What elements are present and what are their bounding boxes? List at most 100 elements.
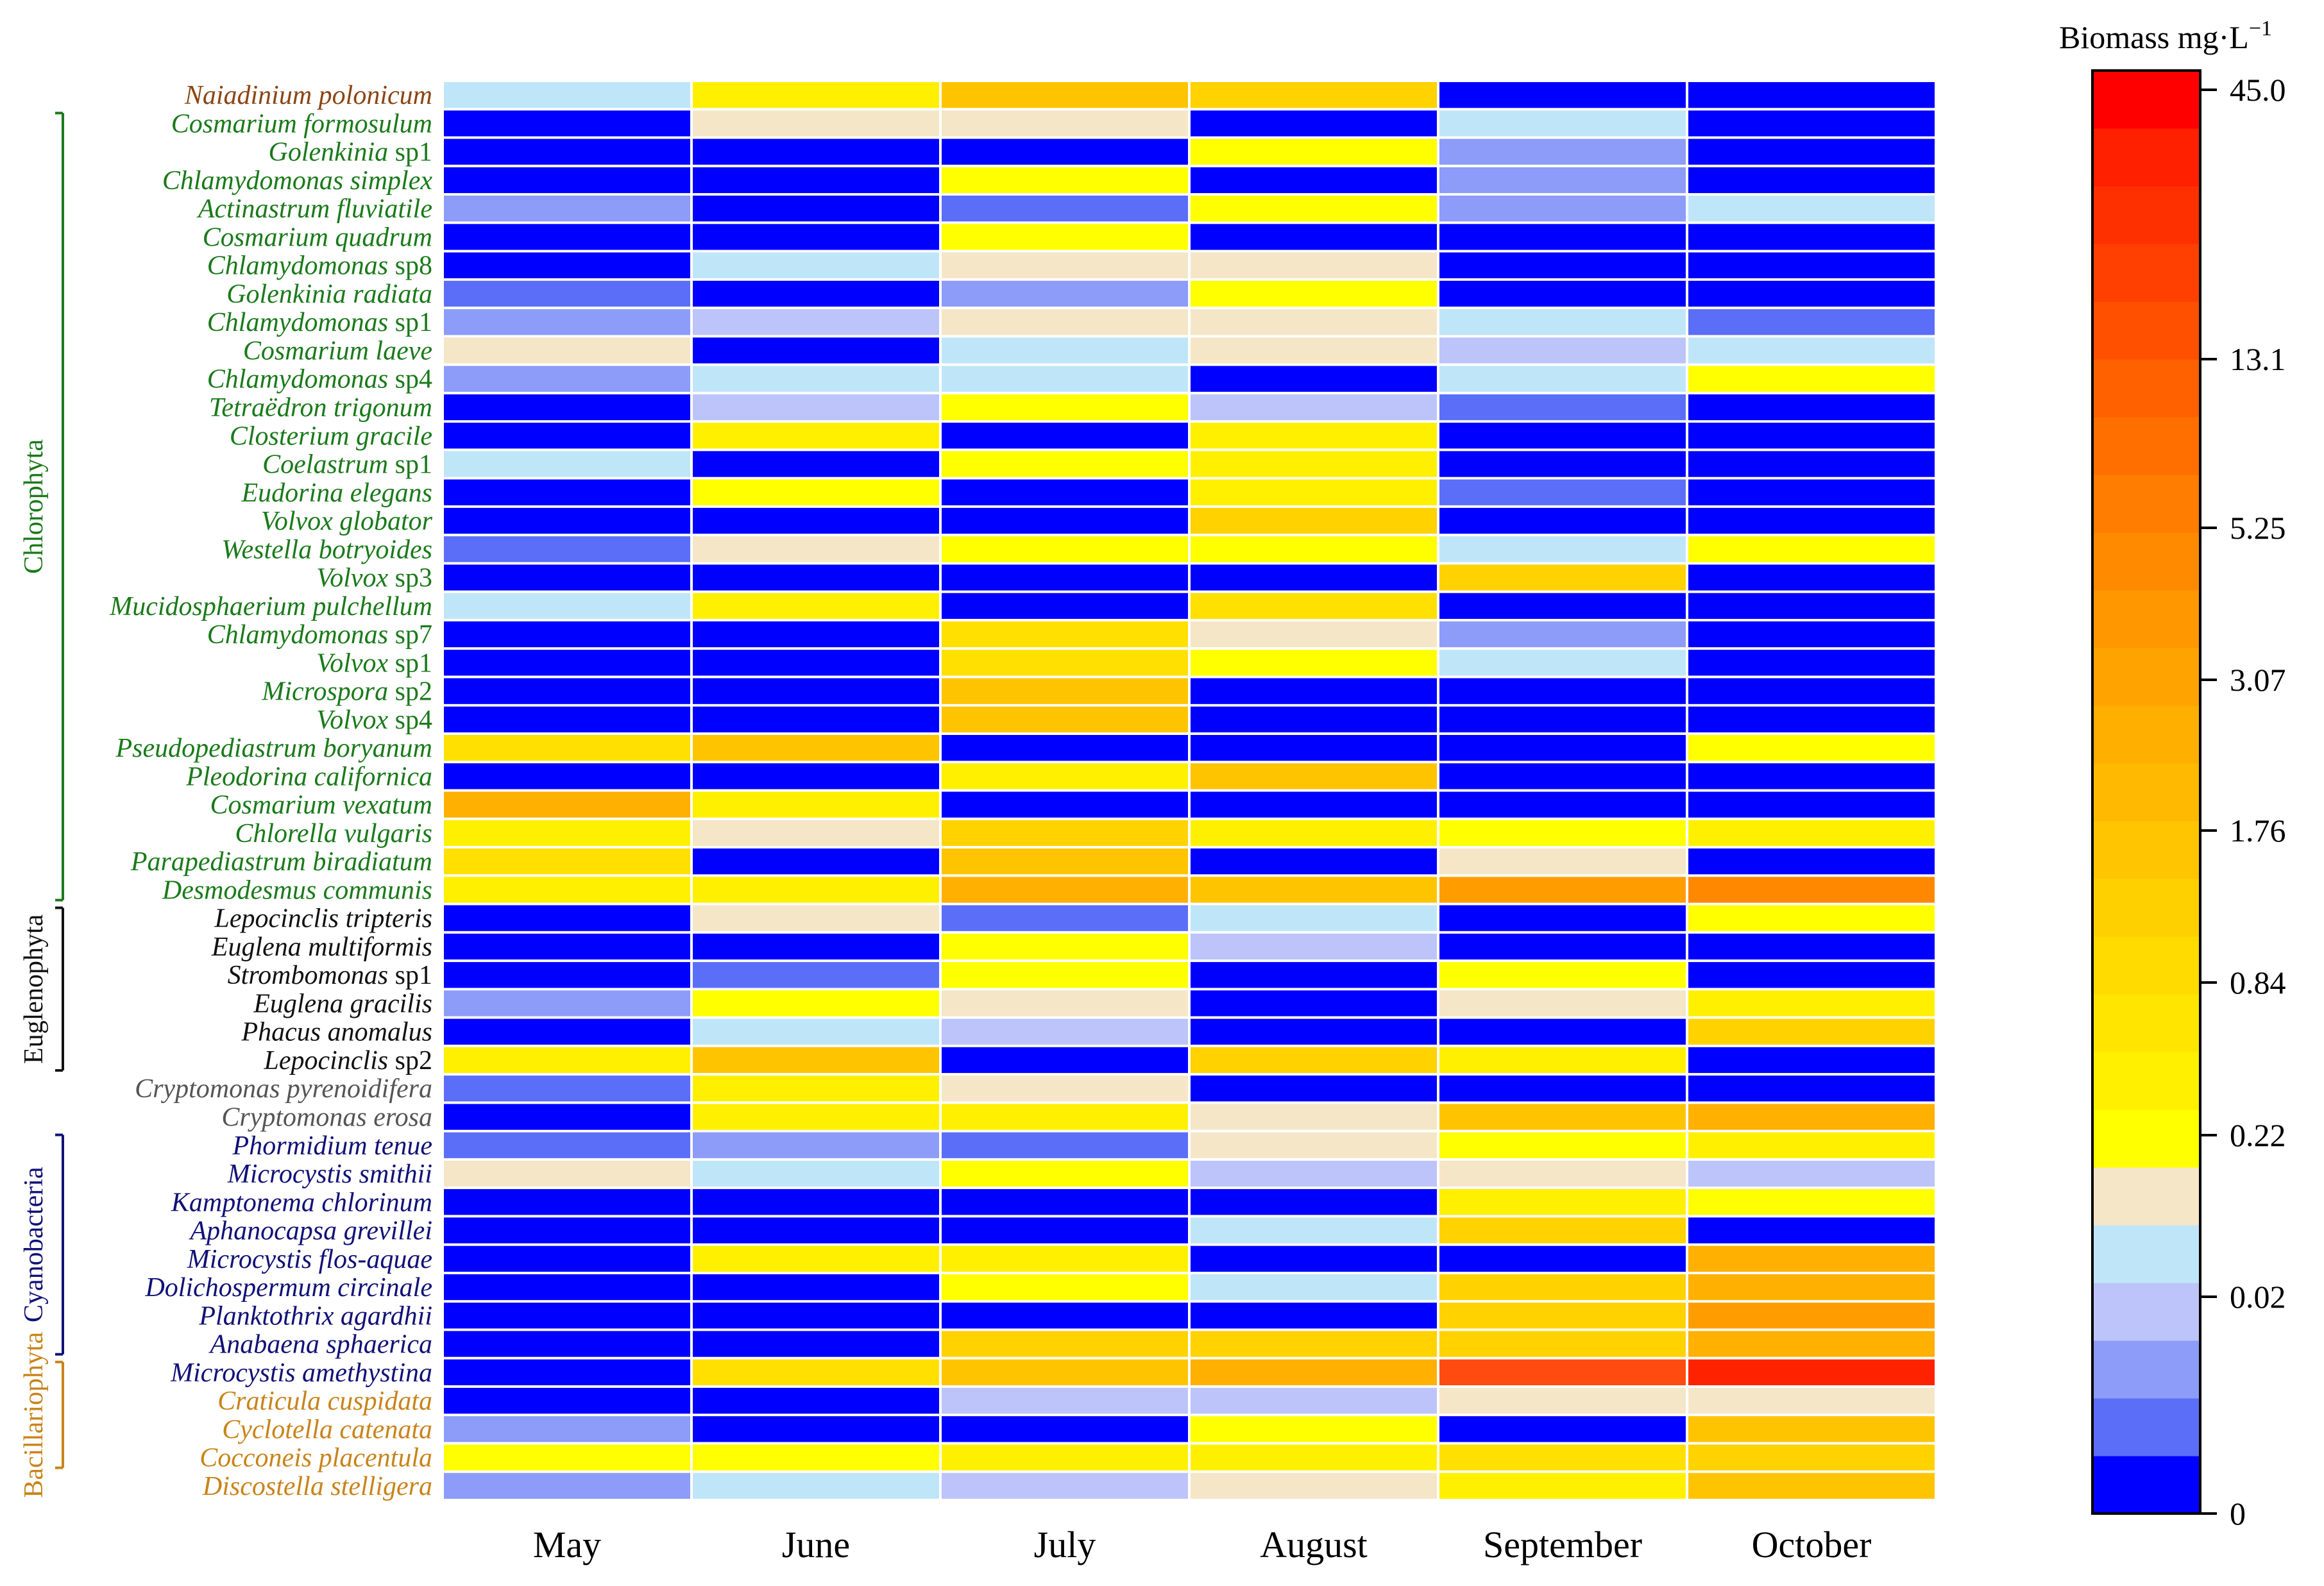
heatmap-cell <box>693 280 939 307</box>
heatmap-cell <box>1439 763 1686 789</box>
heatmap-cell <box>1439 1416 1686 1442</box>
heatmap-cell <box>942 1047 1188 1074</box>
heatmap-cell <box>444 1132 690 1158</box>
heatmap-cell <box>693 366 939 392</box>
heatmap-cell <box>1688 763 1935 789</box>
heatmap-cell <box>942 451 1188 477</box>
species-label: Eudorina elegans <box>241 478 432 508</box>
heatmap-cell <box>1688 791 1935 818</box>
heatmap-cell <box>444 252 690 278</box>
heatmap-cell <box>942 820 1188 847</box>
species-label: Microcystis smithii <box>227 1160 432 1189</box>
species-label: Cryptomonas pyrenoidifera <box>135 1074 432 1104</box>
heatmap-cell <box>1688 564 1935 591</box>
heatmap-cell <box>693 82 939 108</box>
colorbar-swatch <box>2092 590 2200 648</box>
species-label: Golenkinia radiata <box>226 280 432 309</box>
heatmap-cell <box>693 196 939 222</box>
heatmap-cell <box>1439 337 1686 364</box>
species-label: Volvox globator <box>261 507 433 536</box>
heatmap-cell <box>1688 1132 1935 1158</box>
heatmap-cell <box>444 820 690 847</box>
heatmap-cell <box>1688 877 1935 903</box>
heatmap-cell <box>1688 1189 1935 1215</box>
heatmap-cell <box>1688 394 1935 421</box>
species-label: Lepocinclis tripteris <box>214 904 433 934</box>
heatmap-cell <box>444 877 690 903</box>
heatmap-cell <box>444 848 690 875</box>
colorbar-swatch <box>2092 879 2200 937</box>
species-label: Cryptomonas erosa <box>221 1103 432 1133</box>
heatmap-cell <box>942 763 1188 789</box>
colorbar-tick-label: 3.07 <box>2230 662 2286 698</box>
colorbar-swatch <box>2092 821 2200 879</box>
heatmap-cell <box>1688 1274 1935 1301</box>
species-label: Cosmarium vexatum <box>210 791 432 820</box>
month-label: October <box>1752 1524 1872 1565</box>
heatmap-cell <box>693 1388 939 1414</box>
heatmap-cell <box>444 110 690 137</box>
heatmap-cell <box>693 110 939 137</box>
heatmap-cell <box>1439 820 1686 847</box>
heatmap-cell <box>1191 1076 1437 1102</box>
heatmap-cell <box>1439 905 1686 931</box>
heatmap-cell <box>444 1160 690 1187</box>
heatmap-cell <box>1191 1245 1437 1272</box>
heatmap-cell <box>693 621 939 648</box>
colorbar-swatch <box>2092 532 2200 591</box>
heatmap-cell <box>942 933 1188 960</box>
heatmap-cell <box>693 933 939 960</box>
heatmap-cell <box>1688 139 1935 165</box>
heatmap-cell <box>1439 735 1686 761</box>
heatmap-cell <box>1439 1160 1686 1187</box>
heatmap-cell <box>1688 451 1935 477</box>
heatmap-cell <box>693 905 939 931</box>
heatmap-cell <box>942 1472 1188 1499</box>
heatmap-cell <box>1191 1217 1437 1244</box>
colorbar-swatch <box>2092 1225 2200 1283</box>
colorbar-swatch <box>2092 705 2200 764</box>
species-label: Volvox sp1 <box>316 648 432 678</box>
heatmap-cell <box>942 593 1188 619</box>
heatmap-cell <box>1439 167 1686 194</box>
heatmap-cell <box>1439 309 1686 335</box>
heatmap-cell <box>693 678 939 704</box>
heatmap-cell <box>1191 280 1437 307</box>
species-label: Golenkinia sp1 <box>269 138 432 167</box>
heatmap-cell <box>693 337 939 364</box>
group-labels: Chlorophyta Euglenophyta Cyanobacteria Baci… <box>19 112 64 1498</box>
heatmap-cell <box>693 593 939 619</box>
heatmap-cell <box>942 1132 1188 1158</box>
heatmap-cell <box>693 1303 939 1329</box>
colorbar-swatch <box>2092 71 2200 129</box>
heatmap-cell <box>693 962 939 988</box>
heatmap-cell <box>942 1359 1188 1385</box>
heatmap-cell <box>942 1245 1188 1272</box>
group-label: Cyanobacteria <box>19 1167 49 1322</box>
heatmap-cell <box>1688 678 1935 704</box>
heatmap-cell <box>1191 423 1437 449</box>
heatmap-cell <box>1191 337 1437 364</box>
heatmap-cell <box>1191 139 1437 165</box>
heatmap-cell <box>444 1189 690 1215</box>
month-label: May <box>533 1524 601 1565</box>
heatmap-cell <box>693 479 939 505</box>
heatmap-cell <box>1191 196 1437 222</box>
heatmap-cell <box>942 1104 1188 1130</box>
heatmap-cell <box>1688 1217 1935 1244</box>
heatmap-cell <box>1191 1416 1437 1442</box>
colorbar-swatch <box>2092 1340 2200 1399</box>
heatmap-cell <box>942 507 1188 534</box>
colorbar-swatch <box>2092 417 2200 475</box>
heatmap-cell <box>1191 1359 1437 1385</box>
heatmap-cell <box>942 706 1188 732</box>
heatmap-cell <box>693 423 939 449</box>
heatmap-cell <box>1191 167 1437 194</box>
heatmap-cell <box>942 1160 1188 1187</box>
heatmap-cell <box>444 650 690 676</box>
heatmap-cell <box>1439 1388 1686 1414</box>
heatmap-cell <box>1191 1331 1437 1357</box>
heatmap-cell <box>444 735 690 761</box>
heatmap-cell <box>693 763 939 789</box>
